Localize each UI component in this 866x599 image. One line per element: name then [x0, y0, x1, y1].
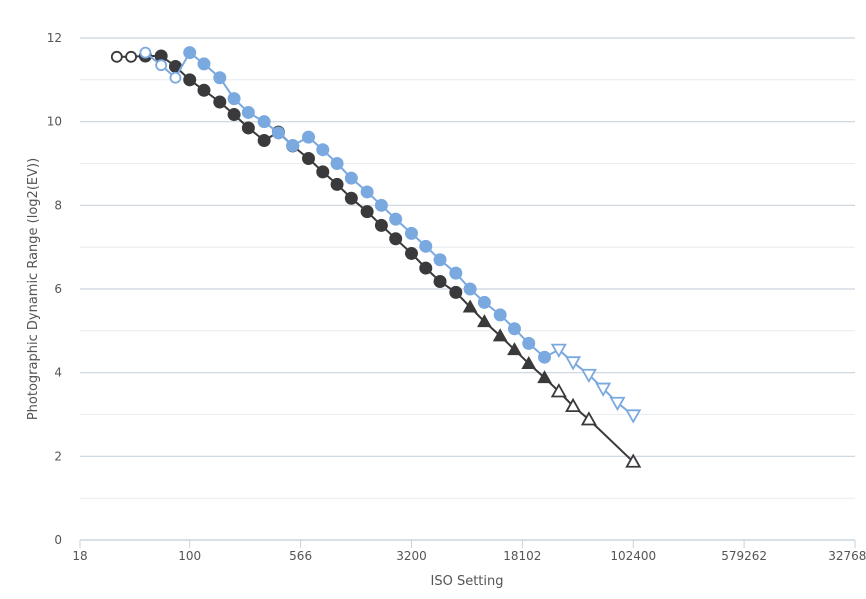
data-point: [227, 92, 241, 106]
data-point: [257, 115, 271, 129]
y-tick-label: 12: [47, 31, 62, 45]
data-point: [213, 95, 227, 109]
y-tick-label: 0: [54, 533, 62, 547]
axes: 0 2 4 6 8 10 12 18 100 566 3200 18102 102400 579262 32…: [47, 31, 866, 563]
x-tick-label: 102400: [610, 549, 656, 563]
x-tick-label: 3200: [396, 549, 427, 563]
y-tick-label: 6: [54, 282, 62, 296]
plot-series: [110, 46, 642, 468]
data-point: [360, 185, 374, 199]
series-line-1: [116, 55, 634, 463]
data-point: [360, 205, 374, 219]
data-point: [344, 171, 358, 185]
data-point: [493, 308, 507, 322]
y-axis-title: Photographic Dynamic Range (log2(EV)): [26, 158, 41, 420]
data-point: [580, 368, 597, 384]
data-point: [139, 46, 152, 59]
x-tick-label: 18: [72, 549, 87, 563]
data-point: [344, 191, 358, 205]
data-point: [522, 336, 536, 350]
y-tick-label: 2: [54, 449, 62, 463]
data-point: [316, 143, 330, 157]
x-tick-label: 3276800: [828, 549, 866, 563]
data-point: [609, 396, 626, 412]
data-point: [183, 73, 197, 87]
x-tick-label: 579262: [721, 549, 767, 563]
data-point: [286, 139, 300, 153]
data-point: [197, 57, 211, 71]
data-point: [110, 50, 123, 63]
data-point: [330, 177, 344, 191]
data-point: [507, 322, 521, 336]
data-point: [538, 350, 552, 364]
data-point: [330, 157, 344, 170]
data-point: [374, 198, 388, 212]
data-point: [241, 121, 255, 135]
data-point: [419, 239, 433, 253]
data-point: [449, 285, 463, 299]
data-point: [565, 356, 582, 371]
data-point: [595, 382, 612, 397]
data-point: [463, 282, 477, 296]
data-point: [169, 71, 182, 84]
data-point: [433, 253, 447, 267]
data-point: [389, 212, 403, 226]
data-point: [419, 261, 433, 275]
y-tick-label: 10: [47, 115, 62, 129]
x-axis-title: ISO Setting: [431, 574, 504, 589]
series-line-2: [144, 51, 634, 417]
data-point: [374, 218, 388, 232]
x-tick-label: 100: [178, 549, 201, 563]
data-point: [183, 46, 197, 60]
x-tick-label: 566: [289, 549, 312, 563]
data-point: [302, 130, 316, 144]
y-tick-label: 8: [54, 198, 62, 212]
data-point: [507, 342, 522, 356]
data-point: [389, 232, 403, 246]
data-point: [404, 246, 418, 260]
data-point: [197, 83, 211, 97]
data-point: [433, 274, 447, 288]
data-point: [477, 295, 491, 309]
data-point: [213, 71, 227, 85]
data-point: [257, 133, 271, 147]
data-point: [625, 453, 642, 468]
data-point: [550, 383, 567, 398]
y-tick-label: 4: [54, 366, 62, 380]
data-point: [625, 409, 642, 424]
grid-lines: [80, 37, 855, 541]
data-point: [316, 165, 330, 179]
data-point: [580, 411, 597, 426]
x-tick-label: 18102: [503, 549, 541, 563]
data-point: [125, 50, 137, 63]
data-point: [565, 397, 582, 413]
data-point: [155, 59, 168, 72]
data-point: [492, 328, 508, 342]
data-point: [550, 343, 567, 358]
data-point: [227, 108, 241, 122]
data-point: [241, 105, 255, 119]
data-point: [462, 299, 478, 313]
data-point: [404, 226, 418, 240]
data-point: [449, 266, 463, 280]
data-point: [302, 151, 316, 165]
data-point: [537, 370, 552, 384]
data-point: [271, 126, 285, 140]
data-point: [477, 314, 492, 328]
data-point: [521, 355, 537, 369]
